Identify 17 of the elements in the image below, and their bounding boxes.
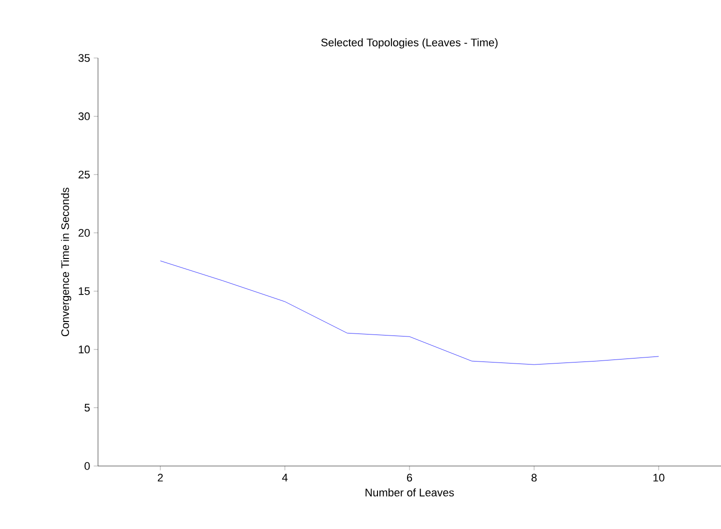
y-tick-label: 20 (78, 228, 90, 237)
y-axis-title: Convergence Time in Seconds (60, 188, 72, 336)
x-tick-label: 10 (653, 474, 664, 482)
line-series (160, 260, 659, 365)
x-tick-label: 2 (158, 474, 163, 482)
y-tick-label: 15 (78, 287, 90, 295)
y-tick-label: 5 (84, 404, 90, 412)
x-tick-label: 8 (532, 474, 537, 482)
y-tick-label: 0 (84, 462, 90, 470)
x-axis-title: Number of Leaves (366, 488, 454, 496)
y-tick-label: 35 (78, 54, 90, 62)
x-tick-label: 4 (282, 474, 288, 482)
chart-title: Selected Topologies (Leaves - Time) (321, 38, 498, 48)
y-tick-label: 10 (78, 346, 90, 354)
x-tick-label: 6 (407, 474, 412, 482)
y-tick-label: 30 (78, 112, 90, 120)
y-tick-label: 25 (78, 170, 90, 178)
